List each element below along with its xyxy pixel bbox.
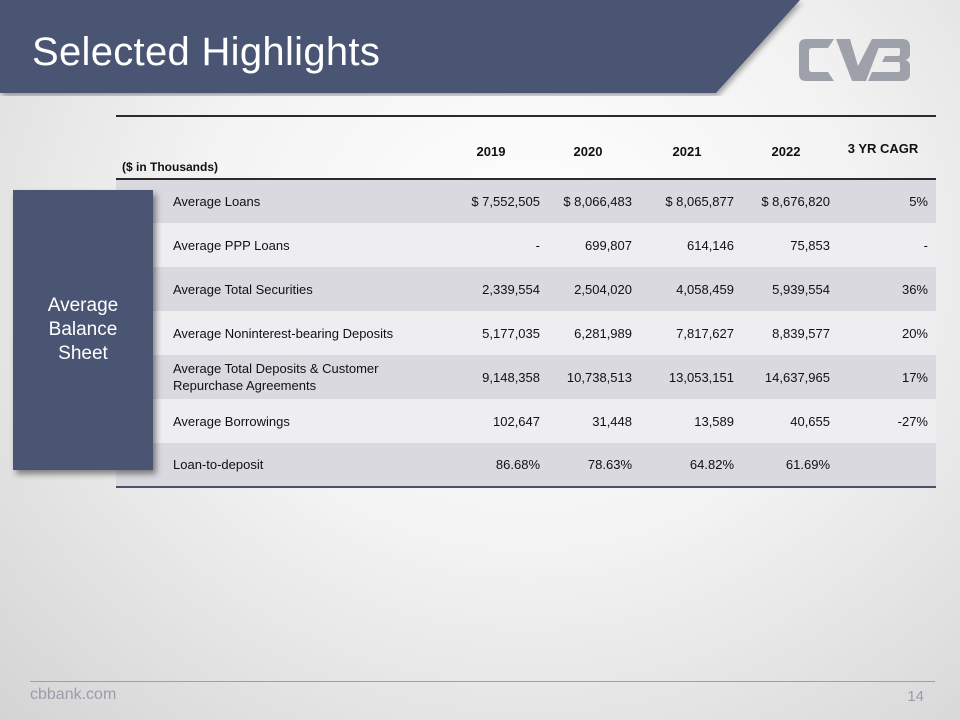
table-row: Average Total Deposits & Customer Repurc… — [116, 355, 936, 399]
cell-value: $ 8,065,877 — [640, 179, 742, 223]
cell-value: 61.69% — [742, 443, 838, 487]
title-band — [0, 0, 800, 93]
cell-value: - — [838, 223, 936, 267]
table-header-row: ($ in Thousands) 2019 2020 2021 2022 3 Y… — [116, 116, 936, 179]
column-header: 2022 — [771, 144, 801, 159]
cell-value: - — [446, 223, 544, 267]
column-header: 2021 — [672, 144, 702, 159]
page-title: Selected Highlights — [32, 30, 381, 74]
cell-value: 40,655 — [742, 399, 838, 443]
cell-value: 78.63% — [544, 443, 640, 487]
table-row: Average Noninterest-bearing Deposits 5,1… — [116, 311, 936, 355]
cell-value: 699,807 — [544, 223, 640, 267]
cell-value: 20% — [838, 311, 936, 355]
table-row: Loan-to-deposit 86.68% 78.63% 64.82% 61.… — [116, 443, 936, 487]
cell-value — [838, 443, 936, 487]
cell-value: 64.82% — [640, 443, 742, 487]
cell-value: 5% — [838, 179, 936, 223]
row-label: Average Borrowings — [116, 399, 446, 443]
table-row: Average Total Securities 2,339,554 2,504… — [116, 267, 936, 311]
cell-value: 31,448 — [544, 399, 640, 443]
cell-value: 9,148,358 — [446, 355, 544, 399]
footer-url: cbbank.com — [30, 686, 117, 703]
column-header: 2020 — [573, 144, 603, 159]
row-label: Loan-to-deposit — [116, 443, 446, 487]
row-label: Average Total Securities — [116, 267, 446, 311]
cell-value: 7,817,627 — [640, 311, 742, 355]
cell-value: 17% — [838, 355, 936, 399]
unit-label: ($ in Thousands) — [122, 160, 218, 174]
cell-value: 5,939,554 — [742, 267, 838, 311]
cell-value: 86.68% — [446, 443, 544, 487]
cell-value: 2,339,554 — [446, 267, 544, 311]
highlights-table-container: ($ in Thousands) 2019 2020 2021 2022 3 Y… — [116, 115, 936, 488]
footer-divider — [30, 681, 935, 682]
cell-value: 14,637,965 — [742, 355, 838, 399]
cell-value: 2,504,020 — [544, 267, 640, 311]
column-header: 2019 — [476, 144, 506, 159]
cell-value: 13,589 — [640, 399, 742, 443]
cvb-logo-icon — [799, 39, 910, 81]
cell-value: 75,853 — [742, 223, 838, 267]
row-label: Average Total Deposits & Customer Repurc… — [116, 355, 446, 399]
row-label: Average PPP Loans — [116, 223, 446, 267]
cell-value: 13,053,151 — [640, 355, 742, 399]
highlights-table: ($ in Thousands) 2019 2020 2021 2022 3 Y… — [116, 115, 936, 488]
page-number: 14 — [907, 688, 924, 705]
table-row: Average PPP Loans - 699,807 614,146 75,8… — [116, 223, 936, 267]
table-row: Average Loans $ 7,552,505 $ 8,066,483 $ … — [116, 179, 936, 223]
cell-value: -27% — [838, 399, 936, 443]
section-label: Average Balance Sheet — [47, 295, 119, 364]
cell-value: $ 8,676,820 — [742, 179, 838, 223]
cell-value: $ 8,066,483 — [544, 179, 640, 223]
cell-value: 6,281,989 — [544, 311, 640, 355]
row-label: Average Noninterest-bearing Deposits — [116, 311, 446, 355]
cell-value: $ 7,552,505 — [446, 179, 544, 223]
section-label-box: Average Balance Sheet — [13, 190, 153, 470]
cell-value: 614,146 — [640, 223, 742, 267]
cell-value: 4,058,459 — [640, 267, 742, 311]
table-row: Average Borrowings 102,647 31,448 13,589… — [116, 399, 936, 443]
cell-value: 8,839,577 — [742, 311, 838, 355]
cell-value: 36% — [838, 267, 936, 311]
cell-value: 5,177,035 — [446, 311, 544, 355]
cell-value: 10,738,513 — [544, 355, 640, 399]
column-header-cagr: 3 YR CAGR — [847, 141, 919, 156]
cell-value: 102,647 — [446, 399, 544, 443]
row-label: Average Loans — [116, 179, 446, 223]
